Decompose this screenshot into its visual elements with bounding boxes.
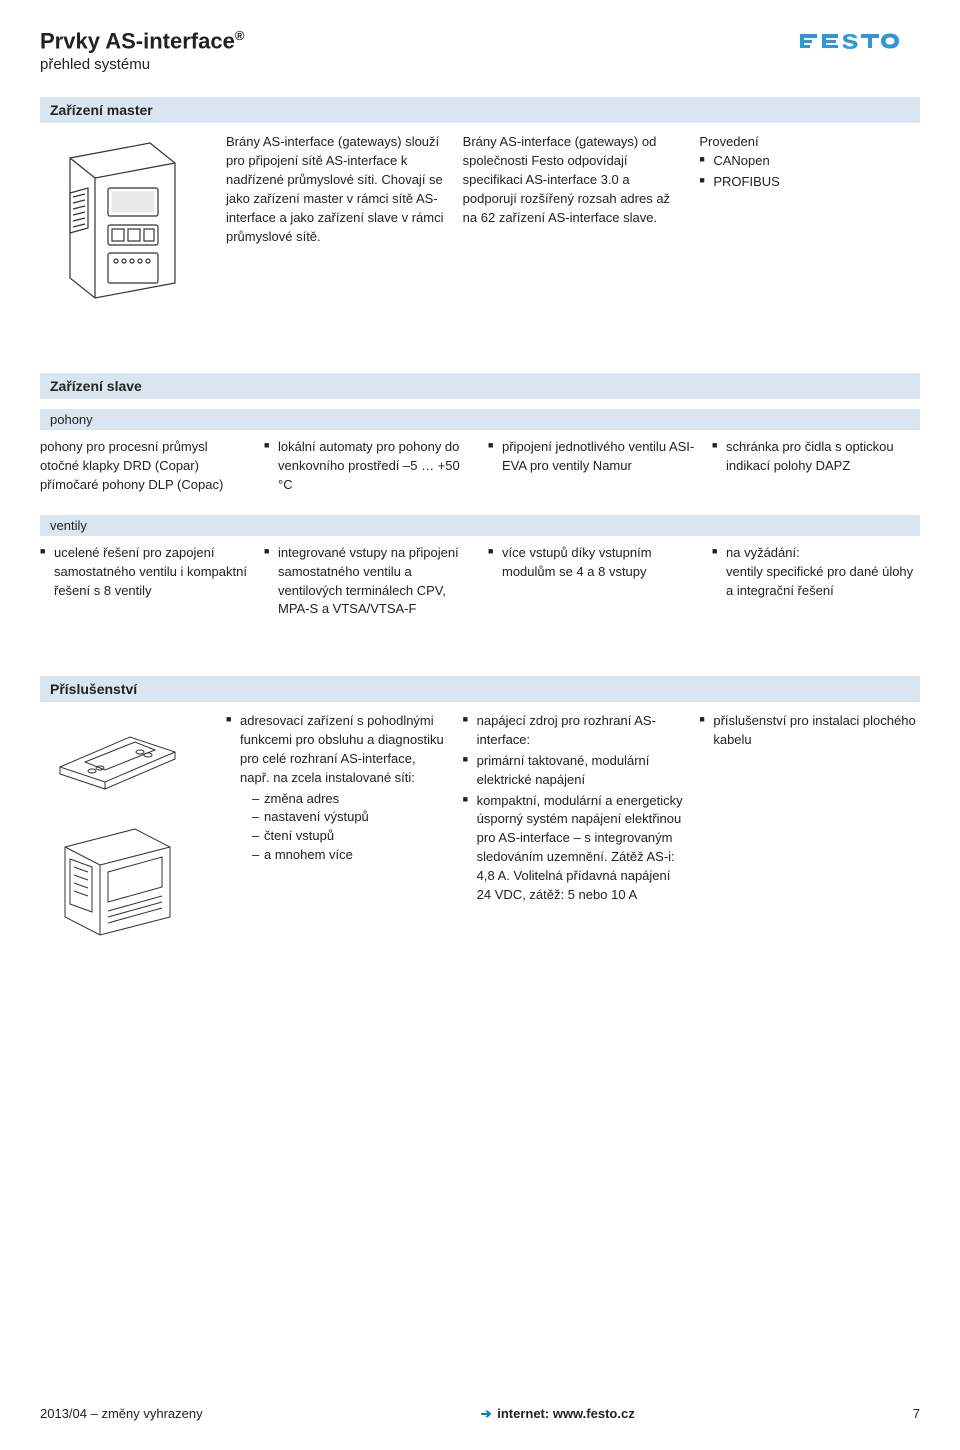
list-item: PROFIBUS — [699, 173, 920, 192]
list-item: připojení jednotlivého ventilu ASI-EVA p… — [488, 438, 696, 476]
pohony-col-3: připojení jednotlivého ventilu ASI-EVA p… — [488, 438, 696, 497]
section-bar-accessories: Příslušenství — [40, 676, 920, 702]
master-col-2: Brány AS-interface (gateways) od společn… — [463, 133, 684, 303]
list-item: CANopen — [699, 152, 920, 171]
footer-page-number: 7 — [913, 1406, 920, 1422]
list-item: primární taktované, modulární elektrické… — [463, 752, 684, 790]
registered-mark: ® — [235, 28, 245, 43]
arrow-icon: ➔ — [481, 1406, 492, 1421]
accessories-col-1: adresovací zařízení s pohodlnými funkcem… — [226, 712, 447, 937]
master-image-col — [40, 133, 210, 303]
ventily-col-1: ucelené řešení pro zapojení samostatného… — [40, 544, 248, 621]
subsection-ventily: ventily — [40, 515, 920, 536]
gateway-device-icon — [40, 133, 190, 303]
page-footer: 2013/04 – změny vyhrazeny ➔ internet: ww… — [40, 1406, 920, 1422]
pohony-col-2: lokální automaty pro pohony do venkovníh… — [264, 438, 472, 497]
pohony-row: pohony pro procesní průmysl otočné klapk… — [40, 438, 920, 497]
power-supply-icon — [40, 817, 190, 937]
list-item: schránka pro čidla s optickou indikací p… — [712, 438, 920, 476]
addressing-device-icon — [40, 712, 190, 797]
subsection-pohony: pohony — [40, 409, 920, 430]
acc-col1-lead: adresovací zařízení s pohodlnými funkcem… — [240, 713, 444, 785]
ventily-row: ucelené řešení pro zapojení samostatného… — [40, 544, 920, 621]
pohony-col-4: schránka pro čidla s optickou indikací p… — [712, 438, 920, 497]
list-item: a mnohem více — [252, 846, 447, 865]
accessories-col-3: příslušenství pro instalaci plochého kab… — [699, 712, 920, 937]
list-item: napájecí zdroj pro rozhraní AS-interface… — [463, 712, 684, 750]
footer-mid: ➔ internet: www.festo.cz — [481, 1406, 635, 1422]
list-item: změna adres — [252, 790, 447, 809]
accessories-images — [40, 712, 210, 937]
list-item: adresovací zařízení s pohodlnými funkcem… — [226, 712, 447, 865]
list-item: lokální automaty pro pohony do venkovníh… — [264, 438, 472, 495]
master-col-3: Provedení CANopen PROFIBUS — [699, 133, 920, 303]
list-item: kompaktní, modulární a energeticky úspor… — [463, 792, 684, 905]
master-col3-list: CANopen PROFIBUS — [699, 152, 920, 192]
list-item: příslušenství pro instalaci plochého kab… — [699, 712, 920, 750]
accessories-col-2: napájecí zdroj pro rozhraní AS-interface… — [463, 712, 684, 937]
footer-link-label: internet: www.festo.cz — [497, 1406, 635, 1421]
list-item: více vstupů díky vstupním modulům se 4 a… — [488, 544, 696, 582]
pohony-col-1: pohony pro procesní průmysl otočné klapk… — [40, 438, 248, 497]
acc-col1-sublist: změna adres nastavení výstupů čtení vstu… — [240, 790, 447, 865]
footer-mid-prefix: internet: — [497, 1406, 549, 1421]
master-col3-title: Provedení — [699, 133, 920, 152]
ventily-lead: na vyžádání: — [726, 545, 800, 560]
master-row: Brány AS-interface (gateways) slouží pro… — [40, 133, 920, 303]
section-bar-slave: Zařízení slave — [40, 373, 920, 399]
ventily-col-4: na vyžádání: ventily specifické pro dané… — [712, 544, 920, 621]
master-device-image — [40, 133, 190, 303]
page-title: Prvky AS-interface® — [40, 28, 920, 54]
footer-mid-url: www.festo.cz — [553, 1406, 635, 1421]
list-item: ucelené řešení pro zapojení samostatného… — [40, 544, 248, 601]
list-item: na vyžádání: ventily specifické pro dané… — [712, 544, 920, 601]
page-subtitle: přehled systému — [40, 56, 920, 73]
festo-logo-svg — [800, 28, 920, 52]
accessories-row: adresovací zařízení s pohodlnými funkcem… — [40, 712, 920, 937]
brand-logo — [800, 28, 920, 52]
list-item: nastavení výstupů — [252, 808, 447, 827]
list-item: integrované vstupy na připojení samostat… — [264, 544, 472, 619]
list-item: čtení vstupů — [252, 827, 447, 846]
ventily-col-2: integrované vstupy na připojení samostat… — [264, 544, 472, 621]
section-bar-master: Zařízení master — [40, 97, 920, 123]
power-supply-image — [40, 817, 190, 937]
ventily-rest: ventily specifické pro dané úlohy a inte… — [726, 564, 913, 598]
master-col-1: Brány AS-interface (gateways) slouží pro… — [226, 133, 447, 303]
footer-left: 2013/04 – změny vyhrazeny — [40, 1406, 203, 1422]
addressing-device-image — [40, 712, 190, 797]
ventily-col-3: více vstupů díky vstupním modulům se 4 a… — [488, 544, 696, 621]
page-title-text: Prvky AS-interface — [40, 28, 235, 53]
